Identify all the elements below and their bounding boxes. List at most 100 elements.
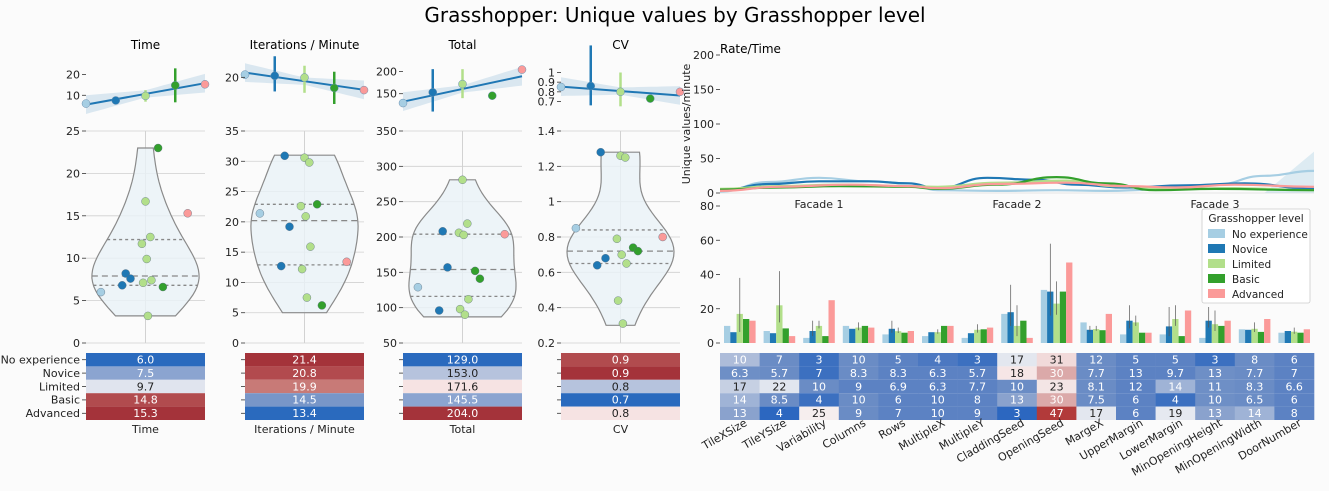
- violin-data-point: [618, 319, 628, 328]
- bar: [788, 336, 796, 343]
- violin-data-point: [613, 296, 623, 305]
- bar: [809, 331, 816, 343]
- trend-mean-point: [646, 94, 655, 103]
- heat-cell-value: 153.0: [447, 367, 479, 380]
- violin-data-point: [475, 274, 485, 283]
- param-heat-value: 9: [855, 407, 862, 420]
- param-heat-value: 7: [816, 367, 823, 380]
- param-heat-cell: [1274, 366, 1315, 380]
- param-heat-cell: [1076, 379, 1117, 394]
- heat-cell: [403, 379, 522, 394]
- param-heat-cell: [1195, 379, 1236, 394]
- param-heat-cell: [918, 366, 958, 380]
- param-heat-value: 4: [816, 394, 823, 407]
- trend-mean-point: [240, 70, 250, 79]
- heat-cell: [561, 406, 680, 420]
- heat-cell: [403, 353, 522, 367]
- param-heat-cell: [1234, 393, 1275, 407]
- param-heat-cell: [838, 353, 879, 367]
- param-heat-cell: [799, 393, 840, 407]
- trend-mean-point: [171, 81, 180, 90]
- legend-label: Limited: [1232, 259, 1271, 271]
- param-heat-value: 10: [931, 407, 945, 420]
- param-heat-cell: [1155, 353, 1196, 367]
- bar: [1251, 328, 1258, 343]
- violin-data-point: [153, 143, 163, 153]
- violin-data-point: [413, 283, 423, 292]
- trend-mean-point: [458, 79, 467, 89]
- param-heat-cell: [997, 366, 1038, 380]
- trend-mean-point: [200, 80, 210, 89]
- param-heat-cell: [957, 406, 998, 420]
- param-heat-value: 13: [1129, 367, 1143, 380]
- rate-ytick-label: 200: [693, 49, 714, 62]
- param-heat-value: 13: [1208, 367, 1222, 380]
- param-heat-cell: [799, 379, 840, 394]
- bar: [822, 336, 829, 343]
- param-heat-value: 3: [816, 354, 823, 367]
- heat-cell-value: 0.9: [612, 367, 630, 380]
- bar: [1059, 291, 1067, 343]
- param-heat-cell: [1274, 406, 1315, 420]
- heat-cell-value: 9.7: [137, 380, 155, 393]
- param-heat-value: 6.9: [889, 380, 907, 393]
- param-heat-value: 14: [1168, 380, 1182, 393]
- trend-mean-point: [359, 85, 369, 95]
- violin-ytick-label: 25: [225, 186, 239, 199]
- parameter-bar-panel: 0 20 40 60 80 Grasshopper level No experience N…: [699, 200, 1315, 479]
- param-heat-cell: [1274, 379, 1315, 394]
- violin-data-point: [146, 232, 155, 242]
- violin-data-point: [658, 232, 667, 242]
- violin-shape: [91, 147, 200, 317]
- bar: [1086, 329, 1093, 343]
- bar: [861, 325, 869, 343]
- param-heat-cell: [799, 366, 840, 380]
- violin-ytick-label: 25: [66, 125, 80, 138]
- param-heat-cell: [759, 353, 800, 367]
- trend-ytick-label: 200: [376, 65, 397, 78]
- heat-cell: [86, 353, 205, 367]
- trend-ytick-label: 0.8: [538, 86, 556, 99]
- param-heat-cell: [878, 366, 919, 380]
- violin-ytick-label: 0.8: [538, 231, 556, 244]
- bar: [1132, 322, 1139, 343]
- heat-cell: [86, 366, 205, 380]
- param-heat-value: 5.7: [771, 367, 789, 380]
- legend-title: Grasshopper level: [1208, 213, 1303, 225]
- heat-cell: [561, 393, 680, 407]
- trend-ytick-label: 1: [548, 67, 555, 80]
- bar-ytick-label: 20: [700, 303, 714, 316]
- param-heat-value: 11: [1208, 380, 1222, 393]
- bar-ytick-label: 80: [700, 200, 714, 213]
- bar: [1026, 337, 1033, 343]
- param-heat-value: 25: [812, 407, 826, 420]
- param-heat-value: 4: [1172, 394, 1179, 407]
- violin-data-point: [297, 264, 307, 274]
- violin-data-point: [455, 304, 465, 314]
- param-heat-cell: [720, 393, 760, 407]
- param-heat-value: 17: [1089, 407, 1103, 420]
- bar: [1264, 319, 1271, 343]
- violin-data-point: [305, 158, 314, 167]
- param-heat-cell: [1116, 353, 1156, 367]
- trend-ytick-label: 0.7: [538, 96, 556, 109]
- bar: [769, 333, 777, 343]
- param-heat-value: 5: [895, 354, 902, 367]
- bar: [1159, 334, 1166, 343]
- violin-data-point: [255, 209, 265, 218]
- bar: [928, 332, 935, 343]
- violin-data-point: [571, 223, 581, 233]
- param-heat-value: 8.3: [1246, 380, 1264, 393]
- rate-ytick-label: 100: [693, 118, 714, 131]
- param-heat-value: 10: [812, 380, 826, 393]
- param-heat-value: 7.7: [969, 380, 987, 393]
- param-heat-cell: [997, 406, 1038, 420]
- trend-mean-point: [675, 87, 685, 97]
- legend-label: Novice: [1232, 244, 1268, 256]
- bar: [842, 325, 850, 343]
- param-heat-value: 12: [1129, 380, 1143, 393]
- trend-mean-point: [300, 73, 309, 82]
- param-heat-value: 6: [1291, 354, 1298, 367]
- bar: [1093, 329, 1100, 343]
